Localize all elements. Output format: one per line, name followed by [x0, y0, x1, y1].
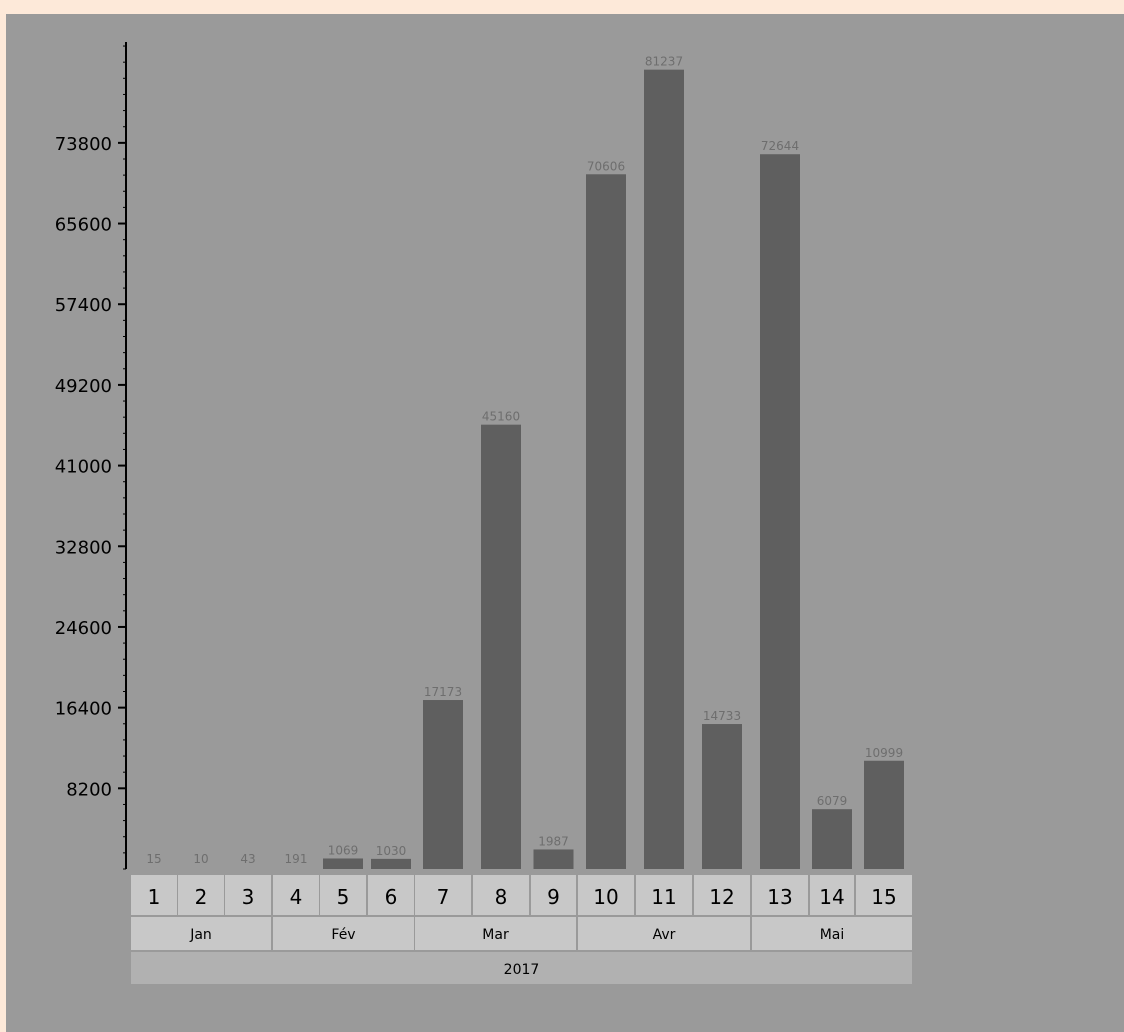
y-tick-label: 65600 — [55, 215, 112, 236]
day-label: 3 — [242, 885, 255, 909]
day-label: 11 — [651, 885, 676, 909]
day-label: 12 — [709, 885, 734, 909]
value-label: 15 — [146, 852, 161, 866]
value-label: 1069 — [328, 843, 359, 857]
bar — [760, 154, 800, 870]
value-label: 191 — [285, 852, 308, 866]
chart-panel: 8200 16400 24600 32800 41000 49200 57400 65600 7… — [6, 14, 1124, 1032]
day-cell — [810, 875, 854, 915]
y-tick-label: 16400 — [55, 699, 112, 720]
day-cell — [752, 875, 808, 915]
y-tick-label: 8200 — [66, 779, 112, 800]
bars — [323, 69, 904, 870]
bar — [812, 809, 852, 869]
day-label: 8 — [495, 885, 508, 909]
day-cell — [473, 875, 529, 915]
y-tick-label: 57400 — [55, 295, 112, 316]
bar — [864, 760, 904, 869]
day-cell — [131, 875, 177, 915]
day-cell — [415, 875, 471, 915]
day-label: 9 — [547, 885, 560, 909]
value-label: 1030 — [376, 844, 407, 858]
month-cell — [415, 917, 576, 950]
value-label: 14733 — [703, 709, 741, 723]
y-tick-label: 24600 — [55, 618, 112, 639]
y-tick-label: 49200 — [55, 376, 112, 397]
month-cell — [752, 917, 912, 950]
day-label: 7 — [437, 885, 450, 909]
bar — [533, 849, 574, 869]
day-label: 13 — [767, 885, 792, 909]
day-cell — [320, 875, 366, 915]
day-header: 1 2 3 4 5 6 7 8 9 10 11 12 13 14 15 — [131, 875, 912, 915]
bar — [371, 858, 411, 869]
value-label: 81237 — [645, 55, 683, 69]
year-label: 2017 — [504, 962, 540, 978]
y-axis: 8200 16400 24600 32800 41000 49200 57400 65600 7… — [55, 42, 127, 870]
month-cell — [273, 917, 414, 950]
value-label: 45160 — [482, 410, 520, 424]
y-tick-label: 73800 — [55, 134, 112, 155]
month-cell — [131, 917, 271, 950]
bar — [481, 424, 521, 869]
bar — [323, 858, 363, 869]
bar — [586, 174, 626, 869]
bar — [644, 69, 684, 870]
day-label: 10 — [593, 885, 618, 909]
day-cell — [368, 875, 414, 915]
month-label: Avr — [653, 927, 676, 943]
day-cell — [178, 875, 224, 915]
day-cell — [225, 875, 271, 915]
day-cell — [694, 875, 750, 915]
day-cell — [273, 875, 319, 915]
value-label: 1987 — [538, 834, 569, 848]
day-label: 15 — [871, 885, 896, 909]
bar — [423, 700, 463, 869]
value-label: 17173 — [424, 685, 462, 699]
day-cell — [578, 875, 634, 915]
value-label: 43 — [240, 852, 255, 866]
day-label: 5 — [337, 885, 350, 909]
value-label: 10 — [193, 852, 208, 866]
value-label: 6079 — [817, 794, 848, 808]
value-label: 70606 — [587, 159, 625, 173]
day-cell — [636, 875, 692, 915]
day-label: 1 — [148, 885, 161, 909]
day-label: 2 — [195, 885, 208, 909]
bar-chart: 8200 16400 24600 32800 41000 49200 57400 65600 7… — [55, 42, 912, 984]
value-labels: 15 10 43 191 1069 1030 17173 45160 1987 70606 8123… — [146, 55, 903, 866]
month-label: Mar — [482, 927, 509, 943]
value-label: 10999 — [865, 746, 903, 760]
month-label: Jan — [189, 927, 212, 943]
month-cell — [578, 917, 750, 950]
day-label: 4 — [290, 885, 303, 909]
month-label: Fév — [331, 927, 355, 943]
year-header: 2017 — [131, 952, 912, 984]
day-label: 14 — [819, 885, 844, 909]
y-tick-label: 41000 — [55, 457, 112, 478]
bar — [702, 724, 742, 869]
y-tick-label: 32800 — [55, 537, 112, 558]
day-label: 6 — [385, 885, 398, 909]
year-cell — [131, 952, 912, 984]
day-cell — [856, 875, 912, 915]
value-label: 72644 — [761, 139, 799, 153]
month-header: Jan Fév Mar Avr Mai — [131, 917, 912, 950]
month-label: Mai — [820, 927, 845, 943]
day-cell — [531, 875, 576, 915]
